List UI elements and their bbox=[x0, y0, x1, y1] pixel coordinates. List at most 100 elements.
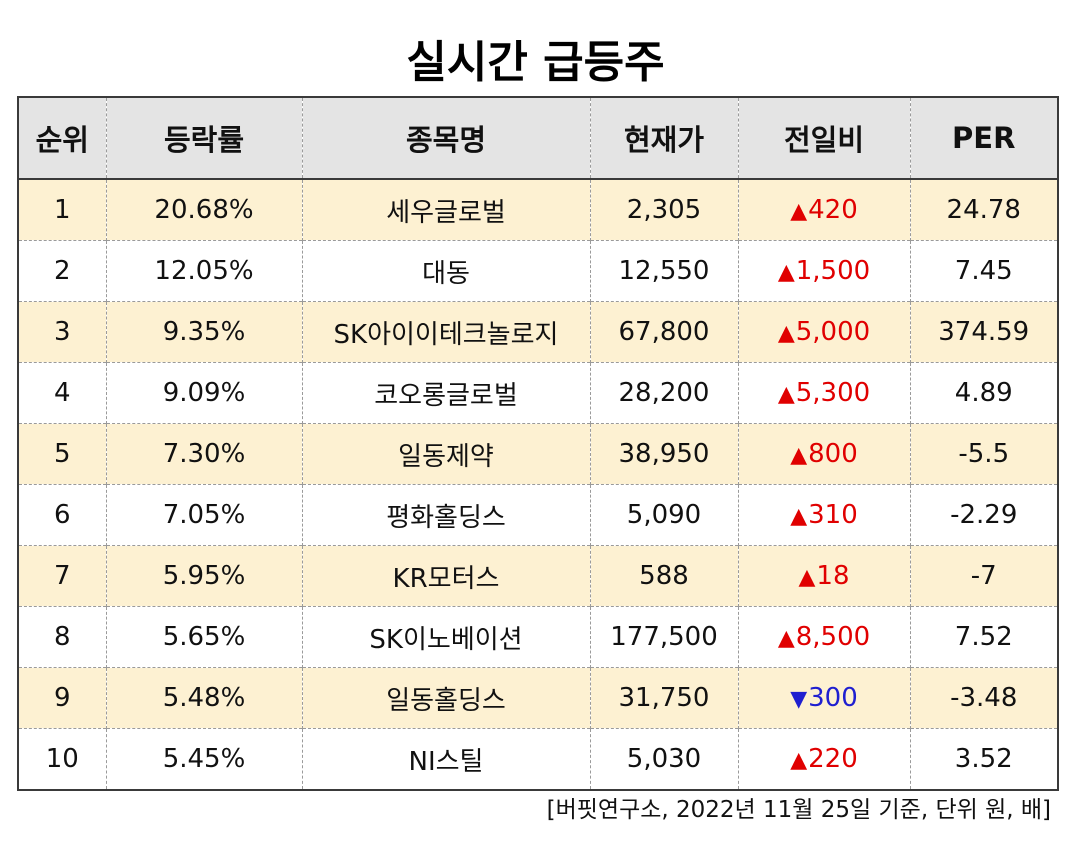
page-title: 실시간 급등주 bbox=[406, 37, 665, 88]
cell-price: 12,550 bbox=[589, 240, 738, 302]
cell-rank: 1 bbox=[18, 178, 106, 241]
cell-change: ▲220 bbox=[737, 728, 910, 790]
change-value: 5,000 bbox=[795, 317, 871, 347]
source-footnote: [버핏연구소, 2022년 11월 25일 기준, 단위 원, 배] bbox=[546, 797, 1051, 823]
cell-rank: 2 bbox=[18, 240, 106, 302]
cell-change: ▲8,500 bbox=[737, 606, 910, 668]
cell-rate: 20.68% bbox=[105, 178, 302, 241]
table-row: 4 9.09% 코오롱글로벌 28,200 ▲5,300 4.89 bbox=[18, 362, 1058, 424]
up-triangle-icon: ▲ bbox=[777, 260, 795, 285]
column-header-per: PER bbox=[909, 97, 1058, 180]
up-triangle-icon: ▲ bbox=[798, 565, 816, 590]
cell-rate: 9.09% bbox=[105, 362, 302, 424]
change-value: 420 bbox=[808, 195, 858, 225]
cell-price: 177,500 bbox=[589, 606, 738, 668]
up-triangle-icon: ▲ bbox=[790, 748, 808, 773]
cell-per: 374.59 bbox=[909, 301, 1058, 363]
up-triangle-icon: ▲ bbox=[777, 321, 795, 346]
cell-price: 28,200 bbox=[589, 362, 738, 424]
change-value: 300 bbox=[808, 683, 858, 713]
table-row: 7 5.95% KR모터스 588 ▲18 -7 bbox=[18, 545, 1058, 607]
cell-price: 5,030 bbox=[589, 728, 738, 790]
cell-stock-name: SK이노베이션 bbox=[301, 606, 590, 668]
change-value: 220 bbox=[808, 744, 858, 774]
table-row: 1 20.68% 세우글로벌 2,305 ▲420 24.78 bbox=[18, 178, 1058, 241]
stock-ranking-table: 순위 등락률 종목명 현재가 전일비 PER 1 20.68% 세우글로벌 2,305… bbox=[17, 96, 1059, 791]
cell-per: 24.78 bbox=[909, 178, 1058, 241]
up-triangle-icon: ▲ bbox=[777, 626, 795, 651]
cell-change: ▲420 bbox=[737, 178, 910, 241]
column-header-rank: 순위 bbox=[18, 97, 106, 180]
cell-change: ▲18 bbox=[737, 545, 910, 607]
cell-per: -2.29 bbox=[909, 484, 1058, 546]
cell-per: -7 bbox=[909, 545, 1058, 607]
cell-change: ▼300 bbox=[737, 667, 910, 729]
cell-price: 5,090 bbox=[589, 484, 738, 546]
table-row: 10 5.45% NI스틸 5,030 ▲220 3.52 bbox=[18, 728, 1058, 790]
column-header-change: 전일비 bbox=[737, 97, 910, 180]
cell-per: 7.45 bbox=[909, 240, 1058, 302]
cell-rank: 7 bbox=[18, 545, 106, 607]
table-row: 5 7.30% 일동제약 38,950 ▲800 -5.5 bbox=[18, 423, 1058, 485]
cell-price: 588 bbox=[589, 545, 738, 607]
cell-change: ▲1,500 bbox=[737, 240, 910, 302]
cell-rank: 6 bbox=[18, 484, 106, 546]
cell-stock-name: 일동제약 bbox=[301, 423, 590, 485]
cell-per: 3.52 bbox=[909, 728, 1058, 790]
cell-change: ▲310 bbox=[737, 484, 910, 546]
cell-rank: 4 bbox=[18, 362, 106, 424]
cell-rank: 3 bbox=[18, 301, 106, 363]
change-value: 8,500 bbox=[795, 622, 871, 652]
cell-stock-name: 일동홀딩스 bbox=[301, 667, 590, 729]
cell-per: -3.48 bbox=[909, 667, 1058, 729]
cell-rate: 5.48% bbox=[105, 667, 302, 729]
cell-rank: 8 bbox=[18, 606, 106, 668]
cell-change: ▲800 bbox=[737, 423, 910, 485]
up-triangle-icon: ▲ bbox=[790, 504, 808, 529]
cell-rank: 9 bbox=[18, 667, 106, 729]
cell-per: -5.5 bbox=[909, 423, 1058, 485]
change-value: 310 bbox=[808, 500, 858, 530]
cell-per: 7.52 bbox=[909, 606, 1058, 668]
up-triangle-icon: ▲ bbox=[790, 443, 808, 468]
up-triangle-icon: ▲ bbox=[777, 382, 795, 407]
cell-change: ▲5,300 bbox=[737, 362, 910, 424]
cell-rank: 5 bbox=[18, 423, 106, 485]
cell-stock-name: 평화홀딩스 bbox=[301, 484, 590, 546]
cell-price: 2,305 bbox=[589, 178, 738, 241]
cell-price: 31,750 bbox=[589, 667, 738, 729]
change-value: 5,300 bbox=[795, 378, 871, 408]
change-value: 1,500 bbox=[795, 256, 871, 286]
change-value: 18 bbox=[816, 561, 850, 591]
cell-stock-name: NI스틸 bbox=[301, 728, 590, 790]
table-row: 8 5.65% SK이노베이션 177,500 ▲8,500 7.52 bbox=[18, 606, 1058, 668]
change-value: 800 bbox=[808, 439, 858, 469]
column-header-name: 종목명 bbox=[301, 97, 590, 180]
cell-per: 4.89 bbox=[909, 362, 1058, 424]
table-row: 3 9.35% SK아이이테크놀로지 67,800 ▲5,000 374.59 bbox=[18, 301, 1058, 363]
cell-rate: 9.35% bbox=[105, 301, 302, 363]
cell-stock-name: SK아이이테크놀로지 bbox=[301, 301, 590, 363]
column-header-rate: 등락률 bbox=[105, 97, 302, 180]
cell-change: ▲5,000 bbox=[737, 301, 910, 363]
cell-rate: 7.05% bbox=[105, 484, 302, 546]
cell-stock-name: 코오롱글로벌 bbox=[301, 362, 590, 424]
table-row: 9 5.48% 일동홀딩스 31,750 ▼300 -3.48 bbox=[18, 667, 1058, 729]
cell-stock-name: KR모터스 bbox=[301, 545, 590, 607]
cell-stock-name: 대동 bbox=[301, 240, 590, 302]
up-triangle-icon: ▲ bbox=[790, 199, 808, 224]
column-header-price: 현재가 bbox=[589, 97, 738, 180]
cell-rate: 7.30% bbox=[105, 423, 302, 485]
cell-rate: 5.65% bbox=[105, 606, 302, 668]
cell-price: 67,800 bbox=[589, 301, 738, 363]
table-header-row: 순위 등락률 종목명 현재가 전일비 PER bbox=[18, 97, 1058, 180]
down-triangle-icon: ▼ bbox=[790, 687, 808, 712]
cell-rate: 5.45% bbox=[105, 728, 302, 790]
table-row: 6 7.05% 평화홀딩스 5,090 ▲310 -2.29 bbox=[18, 484, 1058, 546]
cell-rate: 12.05% bbox=[105, 240, 302, 302]
cell-stock-name: 세우글로벌 bbox=[301, 178, 590, 241]
cell-rate: 5.95% bbox=[105, 545, 302, 607]
cell-price: 38,950 bbox=[589, 423, 738, 485]
cell-rank: 10 bbox=[18, 728, 106, 790]
table-row: 2 12.05% 대동 12,550 ▲1,500 7.45 bbox=[18, 240, 1058, 302]
